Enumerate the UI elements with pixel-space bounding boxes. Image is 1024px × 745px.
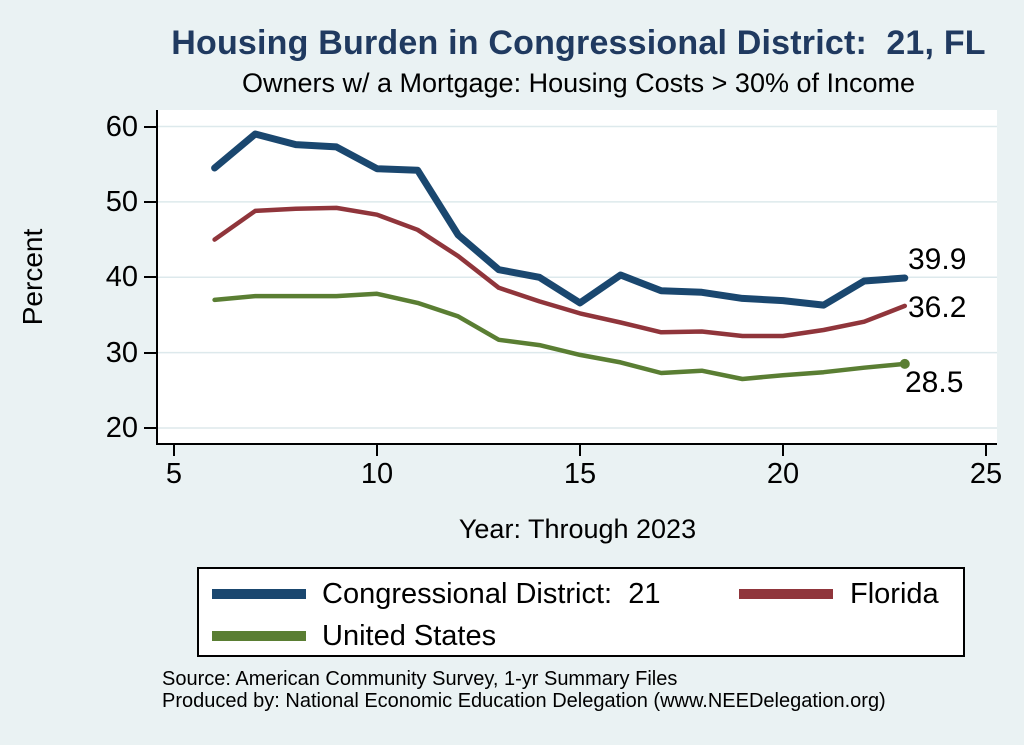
x-tick-label: 15: [563, 458, 597, 490]
x-tick-mark: [173, 445, 175, 456]
x-axis-line: [156, 443, 997, 445]
chart-title: Housing Burden in Congressional District…: [171, 24, 986, 62]
x-tick-mark: [376, 445, 378, 456]
x-tick-label: 25: [969, 458, 1003, 490]
legend-swatch-us: [212, 631, 306, 641]
y-tick-label: 60: [105, 110, 138, 143]
y-tick-label: 50: [105, 185, 138, 218]
chart-subtitle: Owners w/ a Mortgage: Housing Costs > 30…: [241, 68, 916, 98]
produced-by-text: Produced by: National Economic Education…: [162, 690, 886, 712]
source-text: Source: American Community Survey, 1-yr …: [162, 668, 678, 690]
y-tick-mark: [144, 351, 156, 354]
x-tick-label: 20: [766, 458, 800, 490]
legend-swatch-district: [212, 589, 306, 599]
y-tick-label: 20: [105, 412, 138, 444]
y-axis-title: Percent: [17, 228, 48, 326]
x-tick-mark: [782, 445, 784, 456]
legend: Congressional District: 21 Florida Unite…: [197, 567, 965, 657]
x-tick-label: 10: [360, 458, 394, 490]
x-tick-mark: [985, 445, 987, 456]
y-tick-mark: [144, 125, 156, 128]
x-tick-label: 5: [165, 458, 183, 490]
x-axis-title: Year: Through 2023: [458, 514, 697, 544]
x-tick-mark: [579, 445, 581, 456]
end-label-florida: 36.2: [908, 291, 967, 324]
chart-lines-svg: [158, 125, 997, 429]
y-tick-label: 40: [105, 261, 138, 294]
end-label-us: 28.5: [905, 366, 964, 399]
y-tick-mark: [144, 200, 156, 203]
y-axis-line: [156, 110, 158, 445]
plot-area: [158, 110, 997, 443]
legend-label-florida: Florida: [850, 578, 939, 610]
legend-label-us: United States: [322, 620, 497, 652]
y-tick-label: 30: [105, 336, 138, 369]
legend-swatch-florida: [739, 589, 833, 599]
y-tick-mark: [144, 427, 156, 429]
legend-label-district: Congressional District: 21: [322, 578, 661, 610]
y-tick-mark: [144, 276, 156, 279]
end-label-district: 39.9: [908, 243, 967, 276]
